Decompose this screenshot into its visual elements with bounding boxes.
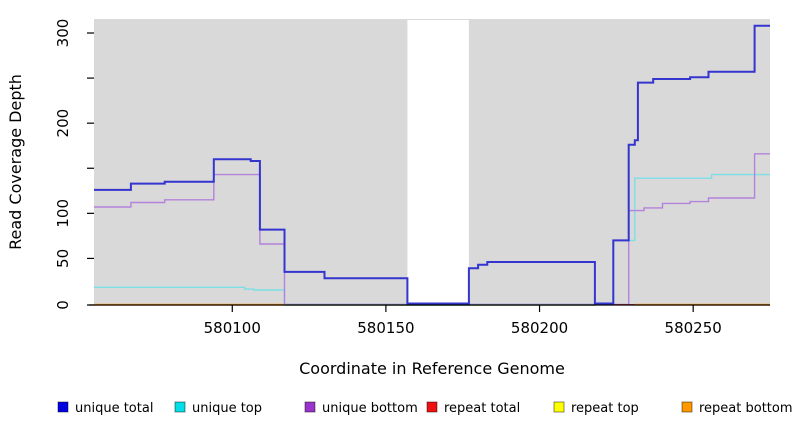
y-tick-label: 300 [54, 19, 72, 48]
legend-label: unique top [192, 401, 262, 416]
legend-swatch [426, 401, 438, 413]
legend-item-unique-total: unique total [57, 401, 153, 416]
legend-swatch [304, 401, 316, 413]
legend-item-unique-top: unique top [174, 401, 262, 416]
legend-label: repeat top [571, 401, 639, 416]
legend-swatch [174, 401, 186, 413]
legend-swatch [553, 401, 565, 413]
plot-panel [94, 19, 770, 305]
y-tick-label: 50 [54, 249, 72, 268]
x-tick-label: 580250 [665, 319, 722, 337]
legend-item-repeat-bottom: repeat bottom [681, 401, 792, 416]
x-tick-label: 580100 [204, 319, 261, 337]
legend-item-repeat-top: repeat top [553, 401, 639, 416]
y-tick-label: 0 [54, 300, 72, 310]
legend-item-repeat-total: repeat total [426, 401, 520, 416]
legend: unique total unique top unique bottom repea… [57, 401, 792, 416]
legend-label: unique bottom [322, 401, 418, 416]
legend-swatch [57, 401, 69, 413]
y-tick-label: 100 [54, 199, 72, 228]
x-axis-title: Coordinate in Reference Genome [299, 359, 565, 378]
axes: 580100 580150 580200 580250 0 50 100 200 300 [54, 19, 770, 337]
series-unique-total [94, 24, 770, 305]
x-tick-label: 580200 [511, 319, 568, 337]
legend-label: repeat total [444, 401, 520, 416]
legend-label: repeat bottom [699, 401, 792, 416]
series-unique-bottom [94, 153, 770, 306]
legend-item-unique-bottom: unique bottom [304, 401, 418, 416]
y-axis-title: Read Coverage Depth [6, 74, 25, 250]
y-tick-label: 200 [54, 109, 72, 138]
legend-swatch [681, 401, 693, 413]
x-tick-label: 580150 [357, 319, 414, 337]
no-data-gap [407, 20, 469, 305]
legend-label: unique total [75, 401, 153, 416]
